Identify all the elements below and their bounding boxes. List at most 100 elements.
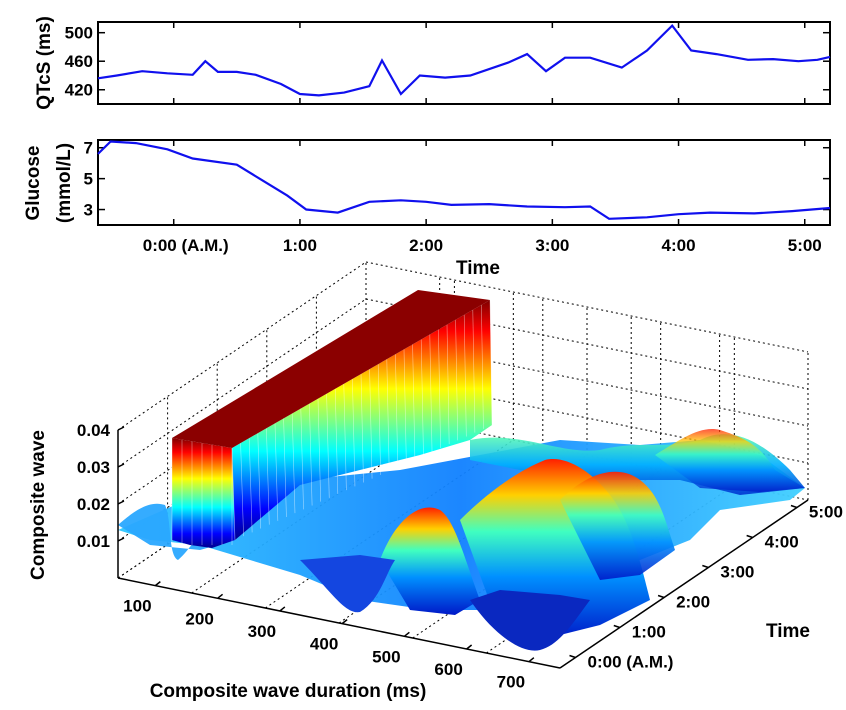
y-tick-mark	[569, 654, 576, 659]
ridge-mesh-line	[455, 319, 459, 441]
ridge-mesh-line	[231, 447, 236, 541]
y-axis-line	[559, 499, 809, 669]
ridge-mesh-line	[274, 423, 279, 521]
z-tick-label: 0.03	[77, 458, 110, 477]
y-tick-label: 2:00	[676, 593, 710, 612]
ridge-mesh-line	[257, 433, 261, 529]
glucose-x-tick-label: 3:00	[535, 236, 569, 255]
surface-trough	[470, 590, 590, 651]
y-tick-label: 0:00 (A.M.)	[588, 653, 674, 672]
x-axis-label: Composite wave duration (ms)	[150, 681, 427, 702]
z-tick-label: 0.01	[77, 532, 110, 551]
ridge-mesh-line	[309, 403, 313, 506]
glucose-plot-frame	[97, 139, 831, 226]
glucose-x-tick-label: 4:00	[662, 236, 696, 255]
qtcs-y-tick-label: 500	[65, 24, 93, 43]
glucose-x-tick-label: 5:00	[788, 236, 822, 255]
glucose-series-line	[97, 140, 831, 220]
y-tick-mark	[790, 504, 798, 509]
z-tick-mark	[117, 500, 125, 505]
z-tick-label: 0.02	[77, 495, 110, 514]
ridge-mesh-line	[240, 443, 244, 537]
ridge-mesh-line	[360, 373, 364, 483]
surface-central-wave-3	[560, 471, 675, 580]
ridge-mesh-line	[343, 383, 347, 491]
surface-right-hump	[655, 429, 805, 492]
glucose-y-axis-label-unit: (mmol/L)	[54, 143, 75, 223]
x-tick-mark	[154, 581, 161, 587]
ridge-mesh-line	[369, 369, 373, 479]
grid-line	[365, 261, 809, 353]
ridge-mesh-line	[377, 364, 381, 475]
ridge-mesh-line	[472, 309, 476, 433]
x-tick-label: 100	[123, 597, 151, 616]
ridge-mesh-line	[438, 329, 441, 449]
ridge-mesh-line	[248, 438, 253, 533]
glucose-panel: 0:00 (A.M.) 1:00 2:00 3:00 4:00 5:00 3 5 7 Gluc…	[23, 139, 831, 279]
ridge-mesh-line	[326, 393, 330, 498]
qtcs-y-tick-label: 420	[65, 81, 93, 100]
saturated-ridge	[171, 290, 493, 548]
ridge-mesh-line	[446, 324, 450, 445]
y-tick-label: 1:00	[632, 623, 666, 642]
z-tick-mark	[117, 463, 125, 468]
y-tick-mark	[657, 594, 665, 599]
ridge-mesh-line	[334, 388, 339, 495]
ridge-mesh-line	[352, 378, 356, 487]
y-tick-mark	[613, 624, 621, 629]
y-tick-label: 3:00	[720, 563, 754, 582]
x-axis-line	[117, 577, 561, 669]
x-tick-mark	[528, 657, 535, 663]
surface-panel: 0.01 0.02 0.03 0.04 100 200 300 400 500 600 700 0…	[28, 261, 843, 702]
ridge-mesh-line	[300, 408, 304, 510]
glucose-y-tick-label: 3	[84, 201, 93, 220]
ridge-mesh-line	[429, 334, 433, 452]
glucose-x-tick-label: 0:00 (A.M.)	[143, 236, 229, 255]
ridge-mesh-line	[463, 314, 467, 437]
ridge-mesh-line	[403, 349, 407, 464]
x-tick-mark	[403, 631, 410, 637]
ridge-mesh-line	[317, 398, 321, 502]
glucose-y-tick-label: 5	[84, 170, 93, 189]
y-axis-label: Time	[766, 621, 810, 642]
qtcs-y-axis-label: QTcS (ms)	[34, 16, 55, 110]
glucose-y-ticks: 3 5 7	[84, 139, 830, 220]
ridge-mesh-line	[420, 339, 424, 456]
x-tick-label: 700	[497, 673, 525, 692]
z-tick-mark	[117, 537, 125, 542]
ridge-mesh-line	[266, 428, 270, 525]
z-axis-ticks: 0.01 0.02 0.03 0.04	[77, 421, 125, 551]
x-tick-mark	[466, 644, 473, 650]
y-tick-mark	[746, 534, 753, 539]
x-tick-label: 300	[248, 622, 276, 641]
x-tick-mark	[217, 593, 224, 599]
glucose-x-ticks: 0:00 (A.M.) 1:00 2:00 3:00 4:00 5:00	[143, 140, 822, 255]
glucose-y-tick-label: 7	[84, 139, 93, 158]
x-tick-mark	[279, 606, 286, 612]
qtcs-y-tick-label: 460	[65, 52, 93, 71]
ridge-mesh-line	[481, 304, 484, 429]
x-tick-label: 200	[185, 609, 213, 628]
glucose-x-axis-label: Time	[456, 258, 500, 279]
ridge-mesh-line	[386, 359, 390, 472]
surface-central-wave-1	[380, 507, 480, 615]
z-tick-mark	[117, 426, 125, 431]
y-tick-mark	[702, 564, 709, 569]
y-axis-ticks: 0:00 (A.M.) 1:00 2:00 3:00 4:00 5:00	[569, 503, 843, 672]
z-axis-label: Composite wave	[28, 430, 49, 580]
ridge-mesh-line	[489, 299, 493, 426]
ridge-mesh-line	[395, 354, 399, 468]
x-axis-ticks: 100 200 300 400 500 600 700	[123, 581, 535, 692]
x-tick-mark	[341, 619, 348, 625]
qtcs-y-ticks: 420 460 500	[65, 24, 830, 100]
ridge-mesh-line	[412, 344, 416, 460]
glucose-x-tick-label: 2:00	[409, 236, 443, 255]
ridge-mesh-line	[283, 418, 287, 518]
qtcs-series-line	[97, 23, 831, 97]
glucose-y-axis-label: Glucose	[23, 146, 44, 221]
qtcs-panel: 420 460 500 QTcS (ms)	[34, 16, 831, 110]
ridge-front-face	[172, 438, 235, 548]
surface-left-dip	[300, 555, 395, 613]
